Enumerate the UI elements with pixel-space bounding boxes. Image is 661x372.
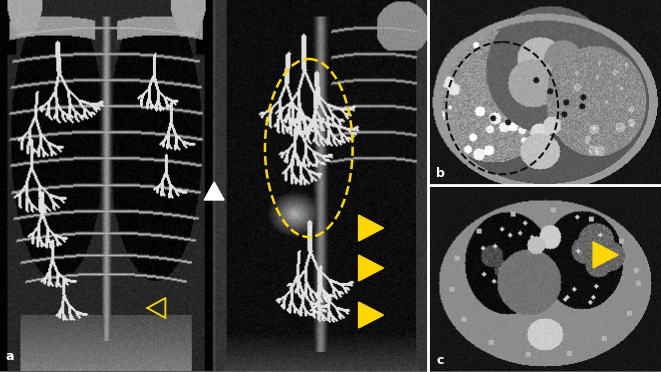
Text: c: c — [436, 354, 444, 367]
Polygon shape — [359, 255, 383, 281]
Polygon shape — [359, 302, 383, 328]
Polygon shape — [204, 182, 224, 200]
Text: b: b — [436, 167, 445, 180]
Polygon shape — [593, 242, 618, 268]
Polygon shape — [359, 215, 383, 241]
Text: a: a — [6, 350, 15, 363]
